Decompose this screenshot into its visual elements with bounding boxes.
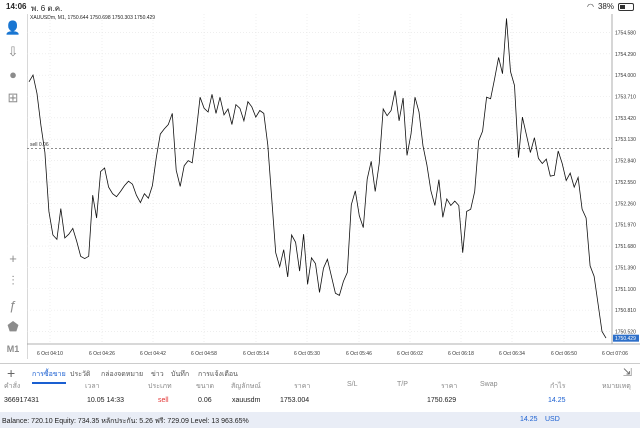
y-tick-label: 1752.550 [615, 180, 636, 186]
new-order-icon[interactable]: ⊞ [7, 90, 19, 105]
total-profit: 14.25 [520, 416, 538, 423]
y-tick-label: 1751.680 [615, 244, 636, 250]
x-tick-label: 6 Oct 06:50 [551, 351, 577, 357]
terminal-tabs: + การซื้อขาย ประวัติ กล่องจดหมาย ข่าว บั… [0, 363, 640, 384]
profit-currency: USD [545, 416, 560, 423]
status-bar: 14:06 พ. 6 ต.ค. ◠ 38% [0, 0, 640, 14]
status-time: 14:06 [6, 2, 27, 11]
header-current: ราคา [441, 383, 458, 390]
y-tick-label: 1751.970 [615, 223, 636, 229]
x-tick-label: 6 Oct 06:18 [448, 351, 474, 357]
balance-summary: Balance: 720.10 Equity: 734.35 หลักประกั… [2, 418, 249, 425]
y-tick-label: 1752.840 [615, 159, 636, 165]
y-tick-label: 1751.390 [615, 265, 636, 271]
table-row[interactable]: 366917431 10.05 14:33 sell 0.06 xauusdm … [0, 397, 640, 411]
indicators-icon[interactable]: ƒ [9, 297, 17, 313]
y-tick-label: 1753.130 [615, 137, 636, 143]
x-tick-label: 6 Oct 07:06 [602, 351, 628, 357]
tab-mailbox[interactable]: กล่องจดหมาย [101, 371, 144, 378]
x-tick-label: 6 Oct 04:10 [37, 351, 63, 357]
y-tick-label: 1751.100 [615, 287, 636, 293]
balance-bar: Balance: 720.10 Equity: 734.35 หลักประกั… [0, 412, 640, 428]
header-swap: Swap [480, 381, 498, 388]
x-tick-label: 6 Oct 05:14 [243, 351, 269, 357]
price-series-line [28, 18, 607, 339]
header-symbol: สัญลักษณ์ [231, 383, 261, 390]
y-tick-label: 1754.290 [615, 52, 636, 58]
row-price: 1753.004 [280, 397, 310, 404]
x-tick-label: 6 Oct 04:58 [191, 351, 217, 357]
trade-icon[interactable]: ⇩ [7, 44, 19, 59]
header-price: ราคา [294, 383, 311, 390]
sell-line-label: sell 0.06 [30, 142, 49, 148]
header-time: เวลา [85, 383, 100, 390]
x-tick-label: 6 Oct 06:02 [397, 351, 423, 357]
status-date: พ. 6 ต.ค. [31, 4, 63, 13]
x-tick-label: 6 Oct 05:46 [346, 351, 372, 357]
header-sl: S/L [347, 381, 358, 388]
x-tick-label: 6 Oct 05:30 [294, 351, 320, 357]
row-type: sell [158, 397, 169, 404]
header-comment: หมายเหตุ [602, 383, 631, 390]
row-profit: 14.25 [548, 397, 566, 404]
x-tick-label: 6 Oct 04:42 [140, 351, 166, 357]
price-chart[interactable]: sell 0.06 1754.580 1754.290 1754.000 1753.7… [27, 14, 640, 359]
row-current: 1750.629 [427, 397, 457, 404]
add-icon[interactable]: + [7, 365, 16, 381]
account-icon[interactable]: 👤 [4, 20, 22, 35]
header-type: ประเภท [148, 383, 172, 390]
current-price-label: 1750.429 [615, 336, 636, 342]
wifi-icon: ◠ [587, 2, 594, 11]
header-size: ขนาด [196, 383, 215, 390]
y-tick-label: 1753.420 [615, 116, 636, 122]
timeframe-m1-icon[interactable]: M1 [6, 344, 20, 354]
candles-icon[interactable]: ⫶ [11, 273, 15, 288]
tab-history[interactable]: ประวัติ [70, 371, 91, 378]
tab-trade[interactable]: การซื้อขาย [32, 369, 66, 384]
row-size: 0.06 [198, 397, 212, 404]
tab-alerts[interactable]: การแจ้งเตือน [198, 371, 238, 378]
battery-icon [618, 2, 634, 11]
y-tick-label: 1750.810 [615, 308, 636, 314]
header-order: คำสั่ง [4, 383, 21, 390]
battery-percent: 38% [597, 2, 614, 11]
chart-header: XAUUSDm, M1, 1750.644 1750.698 1750.303 … [30, 15, 156, 21]
chat-icon[interactable]: ● [9, 66, 17, 82]
row-time: 10.05 14:33 [87, 397, 124, 404]
tab-news[interactable]: ข่าว [151, 371, 164, 378]
crosshair-icon[interactable]: + [9, 250, 17, 266]
y-tick-label: 1754.000 [615, 73, 636, 79]
status-right: ◠ 38% [587, 2, 634, 11]
row-symbol: xauusdm [232, 397, 261, 404]
row-order: 366917431 [4, 397, 40, 404]
objects-icon[interactable]: ⬟ [7, 319, 19, 334]
x-tick-label: 6 Oct 04:26 [89, 351, 115, 357]
x-tick-label: 6 Oct 06:34 [499, 351, 525, 357]
header-profit: กำไร [550, 383, 566, 390]
tab-journal[interactable]: บันทึก [171, 371, 190, 378]
y-tick-label: 1753.710 [615, 95, 636, 101]
current-price-tag [613, 334, 639, 342]
header-tp: T/P [397, 381, 408, 388]
table-header: คำสั่ง เวลา ประเภท ขนาด สัญลักษณ์ ราคา S… [0, 381, 640, 395]
y-tick-label: 1750.520 [615, 329, 636, 335]
y-tick-label: 1754.580 [615, 30, 636, 36]
export-icon[interactable]: ⇲ [622, 367, 632, 379]
left-toolbar: 👤 ⇩ ● ⊞ + ⫶ ƒ ⬟ M1 [0, 14, 28, 359]
y-tick-label: 1752.260 [615, 201, 636, 207]
